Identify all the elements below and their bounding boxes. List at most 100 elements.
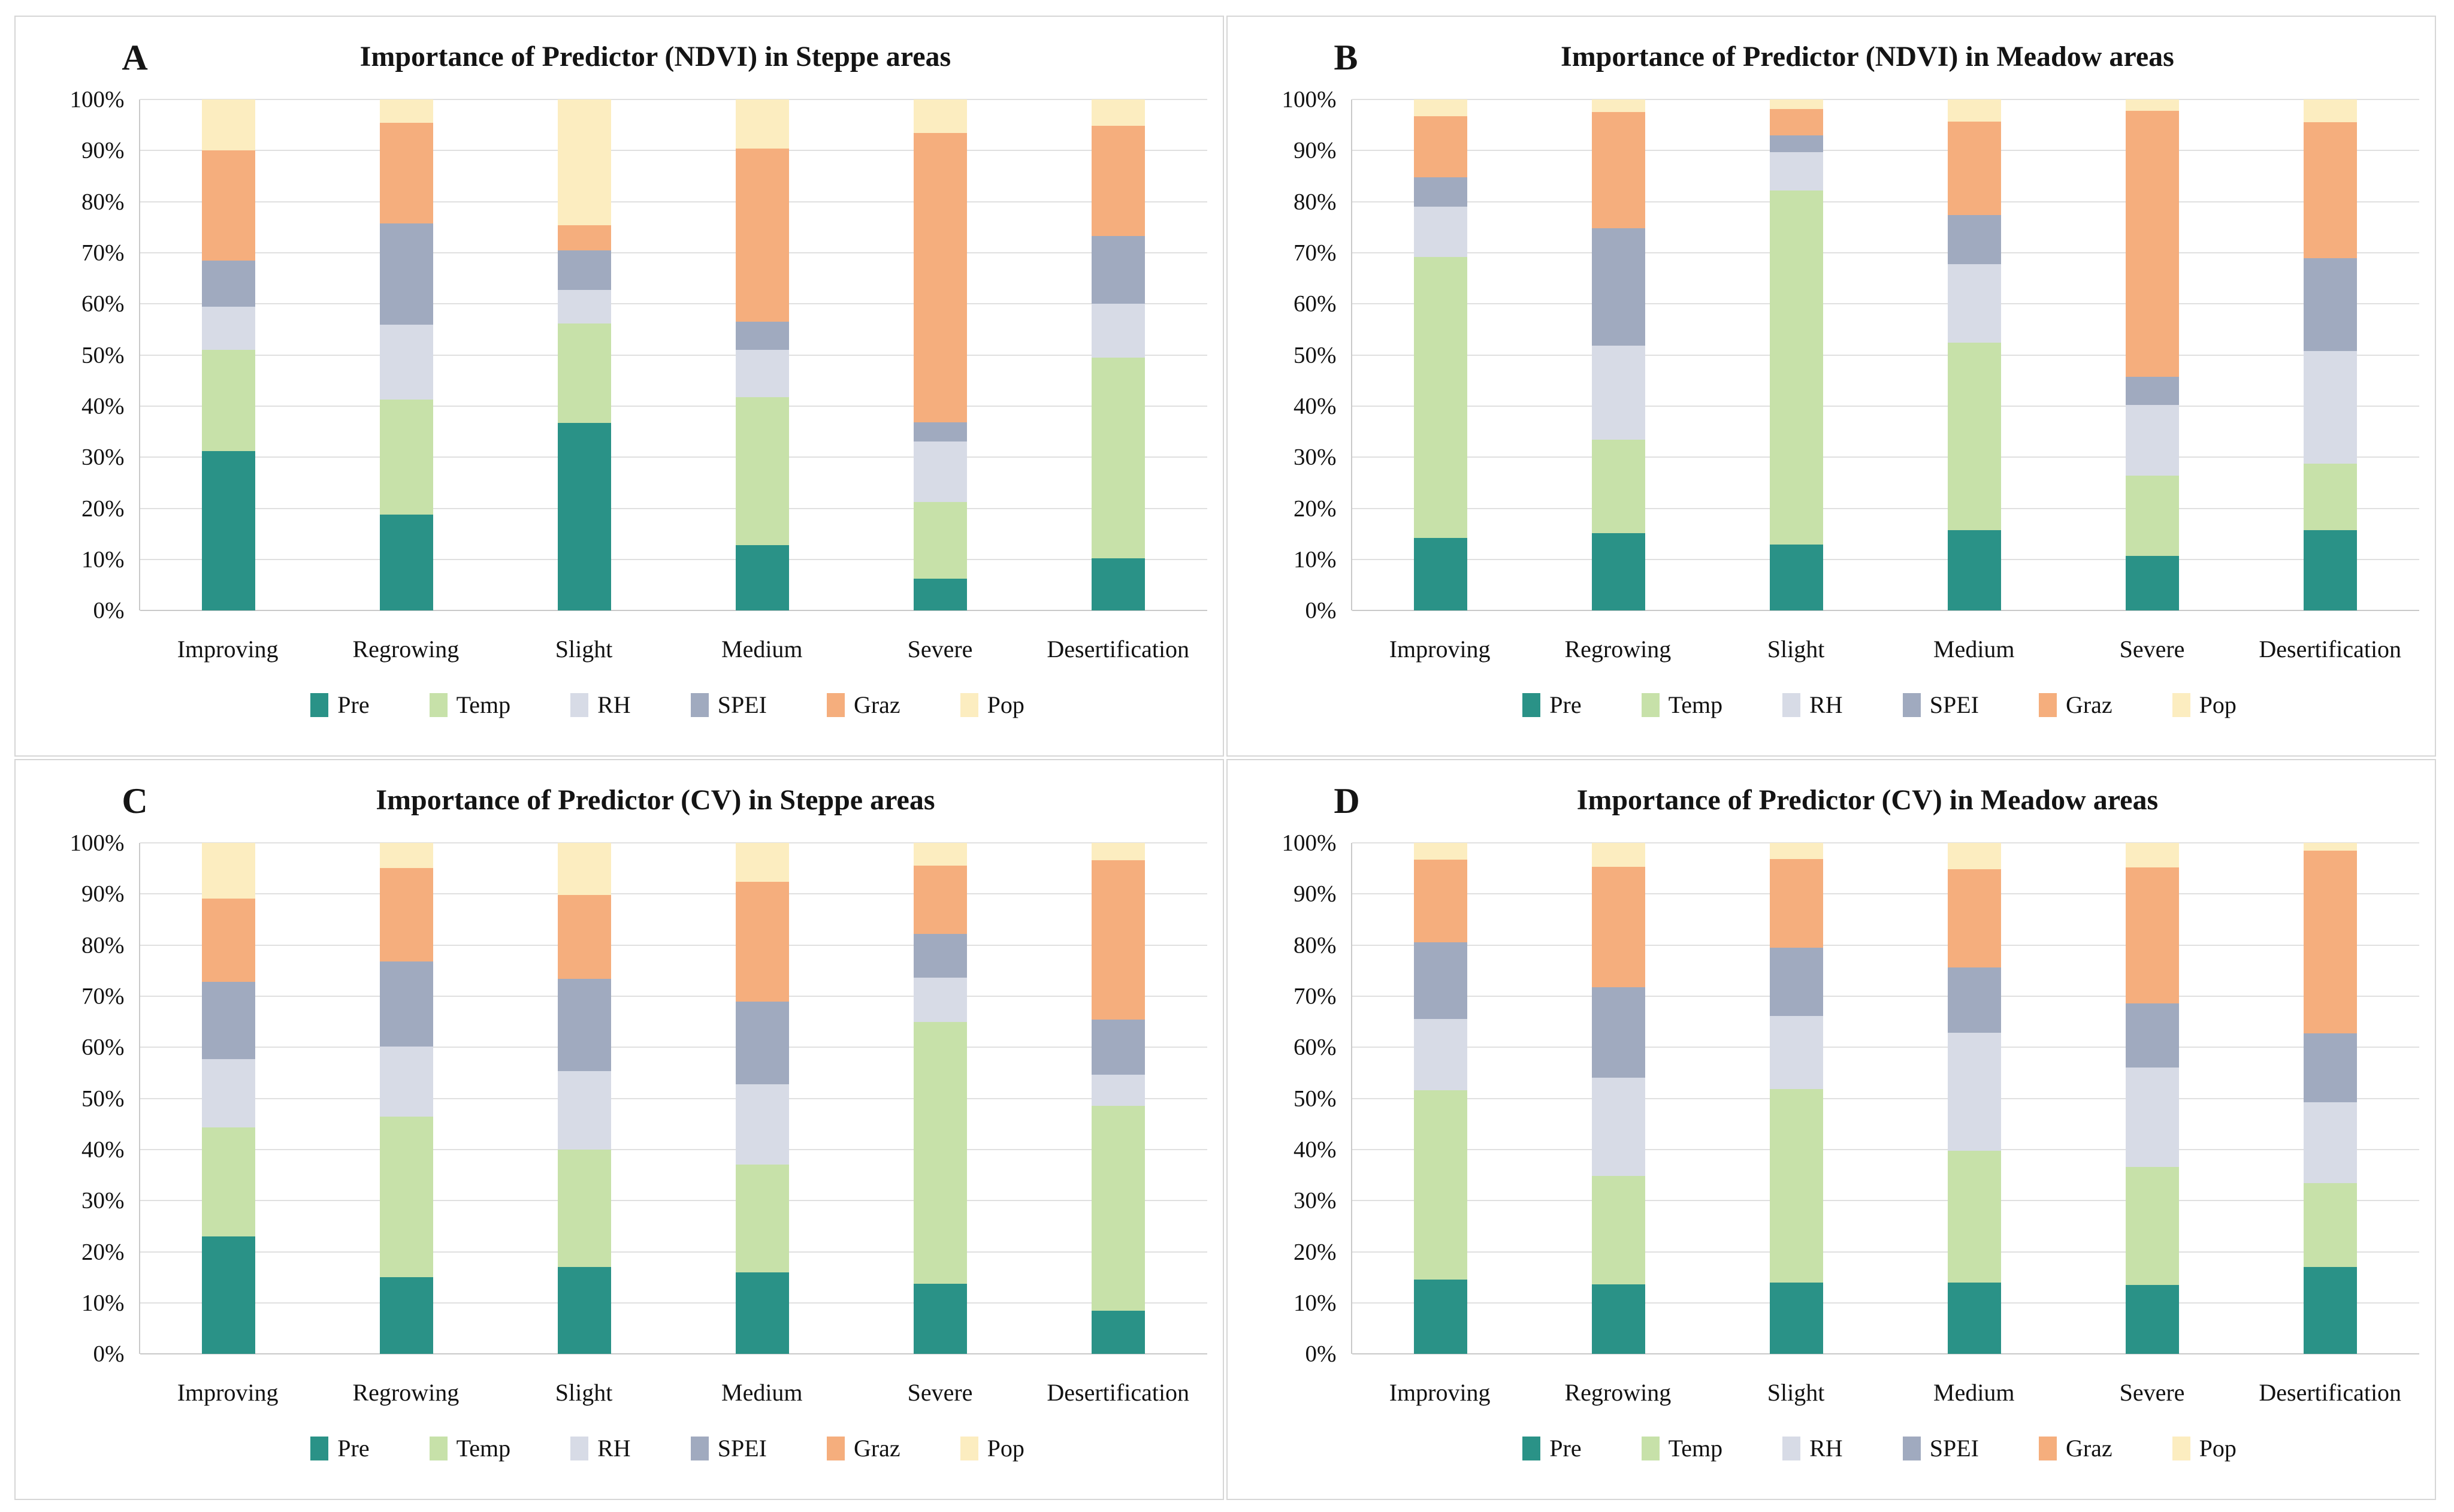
bar-group-regrowing [1530, 843, 1707, 1354]
y-tick-label: 0% [1305, 597, 1337, 624]
x-category-label: Severe [907, 1378, 973, 1406]
bar-segment-pre [558, 423, 612, 611]
y-tick-label: 30% [1294, 1187, 1337, 1214]
bar-group-desertification [1029, 843, 1207, 1354]
stacked-bar-medium [736, 843, 790, 1354]
bar-segment-pre [1592, 533, 1646, 611]
bar-segment-pre [1414, 1279, 1468, 1354]
legend-item-pre: Pre [1522, 1437, 1582, 1461]
y-tick-label: 40% [81, 393, 125, 419]
gridline [140, 507, 1207, 509]
legend-swatch-spei [1902, 1437, 1921, 1461]
legend-item-pop: Pop [960, 1437, 1024, 1461]
legend-swatch-pop [960, 1437, 978, 1461]
gridline [140, 150, 1207, 152]
bar-segment-spei [1592, 228, 1646, 346]
gridline [1352, 996, 2419, 997]
bar-segment-pop [1091, 99, 1145, 126]
x-category-label: Slight [1767, 1378, 1825, 1406]
bar-group-severe [2063, 843, 2241, 1354]
x-category-label: Medium [721, 635, 803, 663]
legend-item-pop: Pop [2172, 1437, 2237, 1461]
bar-segment-pre [1770, 1282, 1824, 1354]
bar-segment-temp [913, 502, 968, 579]
legend-item-pre: Pre [310, 1435, 370, 1462]
bar-segment-temp [2125, 1167, 2180, 1286]
y-tick-label: 40% [1294, 393, 1337, 419]
gridline [1352, 406, 2419, 407]
stacked-bar-severe [2125, 843, 2180, 1354]
bar-segment-pre [1414, 538, 1468, 611]
y-tick-label: 0% [93, 597, 125, 624]
stacked-bar-slight [558, 99, 612, 611]
stacked-bar-slight [558, 843, 612, 1354]
bar-segment-pre [913, 578, 968, 611]
y-tick-label: 40% [81, 1136, 125, 1163]
legend-label-temp: Temp [456, 1435, 511, 1462]
legend-label-pop: Pop [987, 691, 1024, 719]
legend-label-graz: Graz [2065, 1435, 2113, 1462]
bar-segment-pre [1770, 545, 1824, 611]
gridline [140, 1302, 1207, 1304]
bar-segment-spei [1414, 942, 1468, 1020]
bar-segment-rh [380, 1046, 434, 1117]
x-category-label: Medium [1933, 635, 2015, 663]
plot-area-d: 0% 10% 20% 30% 40% 50% 60% 70% 80% 90% 100% [1282, 831, 2419, 1366]
y-tick-label: 80% [1294, 189, 1337, 215]
y-tick-label: 20% [81, 495, 125, 522]
bar-segment-temp [913, 1021, 968, 1284]
gridline [1352, 456, 2419, 458]
legend-item-spei: SPEI [1902, 693, 1979, 718]
legend-item-temp: Temp [1641, 693, 1722, 718]
x-category-label: Regrowing [352, 1378, 460, 1406]
bar-segment-rh [558, 1071, 612, 1150]
bar-segment-pop [2303, 843, 2357, 851]
bar-segment-rh [1592, 1077, 1646, 1177]
bar-group-improving [1352, 843, 1530, 1354]
gridline [140, 1097, 1207, 1099]
x-axis-labels: Improving Regrowing Slight Medium Severe Dese… [139, 637, 1207, 661]
legend-item-graz: Graz [826, 693, 900, 718]
bar-group-improving [1352, 99, 1530, 611]
gridline [140, 456, 1207, 458]
gridline [1352, 1353, 2419, 1355]
bar-segment-rh [380, 324, 434, 400]
bar-segment-pre [1948, 1282, 2002, 1354]
legend-swatch-graz [2038, 1437, 2057, 1461]
panel-letter-b: B [1334, 38, 1358, 78]
bar-segment-pop [1592, 99, 1646, 113]
gridline [1352, 842, 2419, 844]
y-tick-label: 30% [81, 1187, 125, 1214]
bar-segment-rh [736, 1084, 790, 1165]
bar-segment-pop [736, 843, 790, 882]
legend-label-pre: Pre [337, 1435, 370, 1462]
y-tick-label: 100% [1282, 86, 1337, 113]
bar-segment-spei [202, 982, 256, 1060]
bar-segment-graz [558, 225, 612, 250]
y-tick-label: 80% [81, 189, 125, 215]
bar-segment-rh [1770, 1016, 1824, 1090]
legend-swatch-pre [1522, 1437, 1541, 1461]
stacked-bar-desertification [2303, 99, 2357, 611]
legend-item-pop: Pop [2172, 693, 2237, 718]
legend-swatch-pre [1522, 693, 1541, 718]
stacked-bar-severe [913, 99, 968, 611]
legend-item-rh: RH [1782, 1437, 1843, 1461]
bar-segment-graz [2125, 110, 2180, 377]
legend-label-rh: RH [597, 691, 631, 719]
legend-label-temp: Temp [1668, 1435, 1723, 1462]
gridline [1352, 1200, 2419, 1202]
bar-segment-rh [1091, 1075, 1145, 1106]
bar-segment-graz [1770, 858, 1824, 948]
legend-item-pop: Pop [960, 691, 1024, 719]
y-tick-label: 0% [93, 1341, 125, 1367]
bar-segment-pop [380, 843, 434, 868]
bar-segment-spei [736, 322, 790, 350]
bar-segment-spei [202, 260, 256, 307]
x-category-label: Medium [1933, 1378, 2015, 1406]
gridline [1352, 252, 2419, 254]
y-tick-label: 0% [1305, 1341, 1337, 1367]
legend-swatch-spei [690, 693, 709, 718]
stacked-bar-improving [202, 99, 256, 611]
